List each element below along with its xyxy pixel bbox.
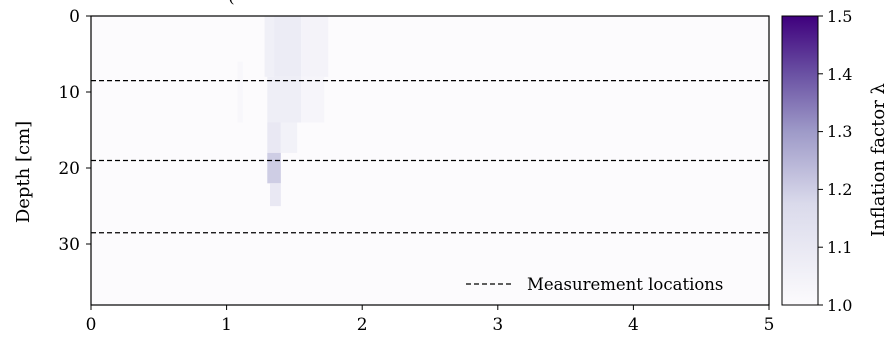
- heat-cell-5: [267, 122, 281, 153]
- cbar-tick-label-1.3: 1.3: [827, 122, 852, 141]
- y-tick-label-0: 0: [69, 7, 80, 27]
- y-axis-label: Depth [cm]: [13, 121, 34, 223]
- y-tick-label-20: 20: [58, 159, 80, 179]
- cbar-tick-label-1.1: 1.1: [827, 238, 852, 257]
- colorbar-gradient: [781, 15, 819, 306]
- heat-cell-0: [264, 16, 275, 77]
- x-tick-label-4: 4: [628, 315, 639, 335]
- heat-cell-2: [301, 16, 329, 77]
- heat-cell-8: [269, 183, 281, 207]
- x-tick-label-2: 2: [357, 315, 368, 335]
- heat-cell-3: [267, 76, 302, 123]
- heat-cell-6: [280, 122, 298, 153]
- cbar-tick-label-1.2: 1.2: [827, 180, 852, 199]
- heat-cell-9: [237, 61, 243, 123]
- heatmap-cells: [237, 16, 329, 207]
- heat-cell-1: [274, 16, 302, 77]
- x-tick-label-1: 1: [221, 315, 232, 335]
- x-tick-label-3: 3: [492, 315, 503, 335]
- cbar-tick-label-1.0: 1.0: [827, 296, 852, 315]
- chart-title-fragment: (: [228, 0, 235, 7]
- legend-label: Measurement locations: [527, 275, 723, 294]
- x-axis: 0 1 2 3 4 5: [86, 305, 775, 335]
- cbar-tick-label-1.5: 1.5: [827, 7, 852, 26]
- y-tick-label-30: 30: [58, 235, 80, 255]
- y-axis: 0 10 20 30 Depth [cm]: [13, 7, 91, 255]
- legend: Measurement locations: [466, 275, 723, 294]
- colorbar-label: Inflation factor λ: [868, 83, 889, 237]
- y-tick-label-10: 10: [58, 83, 80, 103]
- plot-frame: [90, 15, 770, 306]
- x-tick-label-5: 5: [764, 315, 775, 335]
- x-tick-label-0: 0: [86, 315, 97, 335]
- measurement-lines: [91, 80, 769, 234]
- cbar-tick-label-1.4: 1.4: [827, 65, 852, 84]
- heat-cell-7: [267, 152, 281, 184]
- colorbar: 1.0 1.1 1.2 1.3 1.4 1.5 Inflation factor…: [781, 7, 889, 315]
- heat-cell-4: [301, 76, 325, 123]
